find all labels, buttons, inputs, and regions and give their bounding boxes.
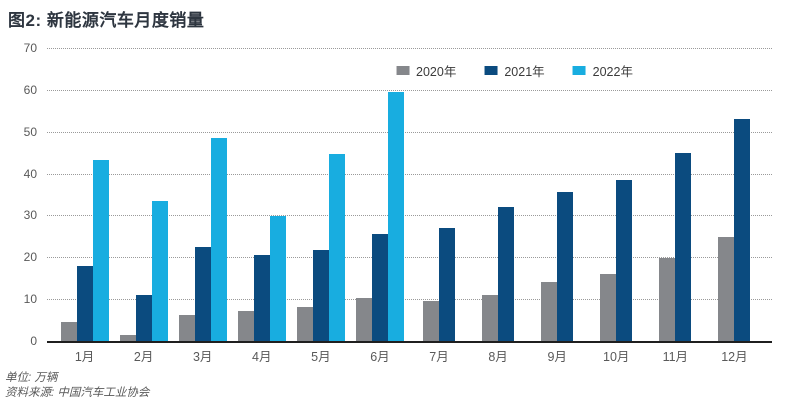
y-tick-50: 50 xyxy=(23,124,37,139)
bar-group-7月 xyxy=(409,48,468,341)
bar-2021年-12月 xyxy=(734,119,751,341)
y-tick-0: 0 xyxy=(30,334,37,348)
bar-group-5月 xyxy=(291,48,350,341)
gridline-40 xyxy=(47,173,772,175)
bar-2020年-12月 xyxy=(718,236,735,341)
legend-label-2021: 2021年 xyxy=(504,65,545,79)
bar-group-9月 xyxy=(528,48,587,341)
x-tick-12月: 12月 xyxy=(721,350,748,364)
source-note: 资料来源: 中国汽车工业协会 xyxy=(5,386,150,399)
x-tick-1月: 1月 xyxy=(74,350,95,364)
bar-2021年-11月 xyxy=(675,152,692,341)
bar-2022年-4月 xyxy=(269,215,286,341)
x-tick-2月: 2月 xyxy=(133,350,154,364)
bar-2020年-7月 xyxy=(423,301,439,341)
bar-group-1月 xyxy=(55,48,114,341)
y-tick-70: 70 xyxy=(23,41,37,55)
y-tick-10: 10 xyxy=(23,292,37,307)
bar-2020年-9月 xyxy=(541,282,558,341)
legend-swatch-2020-icon xyxy=(396,66,410,75)
x-tick-3月: 3月 xyxy=(192,350,213,364)
legend-item-2020: 2020年 xyxy=(396,61,456,80)
bar-2020年-11月 xyxy=(659,258,676,341)
bar-2020年-1月 xyxy=(60,322,77,341)
y-tick-20: 20 xyxy=(23,250,37,265)
x-tick-11月: 11月 xyxy=(662,350,689,364)
unit-note: 单位: 万辆 xyxy=(5,372,58,384)
x-tick-8月: 8月 xyxy=(488,350,508,364)
bar-2021年-8月 xyxy=(498,206,515,341)
x-tick-4月: 4月 xyxy=(252,350,272,364)
bar-2022年-1月 xyxy=(92,160,109,341)
bar-2022年-3月 xyxy=(210,138,227,341)
bar-group-4月 xyxy=(232,48,291,341)
legend-label-2022: 2022年 xyxy=(592,65,633,79)
bar-2021年-7月 xyxy=(439,227,455,341)
gridline-30 xyxy=(47,215,772,217)
gridline-20 xyxy=(47,257,772,259)
x-axis-labels: 1月 2月 3月 4月 5月 6月 7月 8月 9月 10月 11月 12月 xyxy=(55,346,764,365)
bar-2021年-3月 xyxy=(194,246,211,341)
bar-2021年-6月 xyxy=(371,233,388,341)
gridline-50 xyxy=(47,131,772,133)
bar-2021年-10月 xyxy=(616,180,633,341)
bar-series-layer xyxy=(55,48,764,341)
bar-2021年-2月 xyxy=(135,294,152,341)
bar-2021年-4月 xyxy=(253,254,270,341)
bar-2020年-2月 xyxy=(119,335,136,341)
legend-item-2022: 2022年 xyxy=(572,61,633,80)
chart-title: 图2: 新能源汽车月度销量 xyxy=(8,11,205,30)
x-tick-10月: 10月 xyxy=(603,350,630,364)
bar-group-10月 xyxy=(587,48,646,341)
gridline-70 xyxy=(47,48,772,49)
gridline-60 xyxy=(47,89,772,91)
y-tick-40: 40 xyxy=(23,166,37,181)
legend-swatch-2021-icon xyxy=(484,66,498,75)
x-tick-6月: 6月 xyxy=(370,350,390,364)
bar-2021年-1月 xyxy=(76,265,93,341)
y-tick-30: 30 xyxy=(23,208,37,223)
legend-label-2020: 2020年 xyxy=(416,65,457,79)
plot-area: 0 10 20 30 40 50 60 70 2020年 2021年 2022年 xyxy=(24,41,772,348)
bar-group-6月 xyxy=(350,48,409,341)
bar-group-11月 xyxy=(646,48,705,341)
bar-2020年-6月 xyxy=(355,297,372,341)
x-tick-5月: 5月 xyxy=(311,350,331,364)
bar-2020年-5月 xyxy=(296,306,313,341)
chart-footnotes: 单位: 万辆 资料来源: 中国汽车工业协会 xyxy=(5,371,149,401)
bar-2022年-6月 xyxy=(387,91,404,341)
legend-swatch-2022-icon xyxy=(572,66,586,75)
bar-2020年-4月 xyxy=(237,310,254,341)
x-tick-9月: 9月 xyxy=(547,350,567,364)
bar-2020年-10月 xyxy=(600,274,617,341)
x-tick-7月: 7月 xyxy=(429,350,449,364)
bar-2020年-8月 xyxy=(482,294,499,341)
bar-group-12月 xyxy=(705,48,764,341)
bar-2020年-3月 xyxy=(178,315,195,341)
bar-group-3月 xyxy=(173,48,232,341)
bar-2022年-5月 xyxy=(328,153,345,341)
bar-2022年-2月 xyxy=(151,201,168,341)
y-tick-60: 60 xyxy=(23,82,37,97)
bar-group-8月 xyxy=(469,48,528,341)
legend-item-2021: 2021年 xyxy=(484,61,545,80)
chart-legend: 2020年 2021年 2022年 xyxy=(396,61,633,80)
x-axis-baseline xyxy=(47,341,772,343)
bar-2021年-5月 xyxy=(312,249,329,341)
bar-group-2月 xyxy=(114,48,173,341)
bar-2021年-9月 xyxy=(557,191,574,341)
gridline-10 xyxy=(47,299,772,301)
